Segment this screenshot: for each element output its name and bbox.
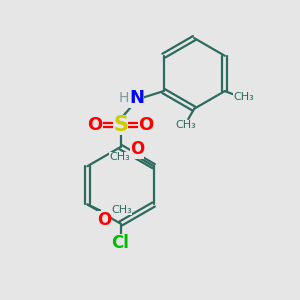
- Text: CH₃: CH₃: [110, 152, 130, 162]
- Text: O: O: [130, 140, 144, 158]
- Text: CH₃: CH₃: [175, 120, 196, 130]
- Text: O: O: [97, 211, 111, 229]
- Text: CH₃: CH₃: [111, 206, 132, 215]
- Text: H: H: [118, 92, 129, 106]
- Text: N: N: [129, 89, 144, 107]
- Text: Cl: Cl: [112, 234, 130, 252]
- Text: S: S: [113, 115, 128, 135]
- Text: CH₃: CH₃: [233, 92, 254, 102]
- Text: O: O: [139, 116, 154, 134]
- Text: O: O: [87, 116, 103, 134]
